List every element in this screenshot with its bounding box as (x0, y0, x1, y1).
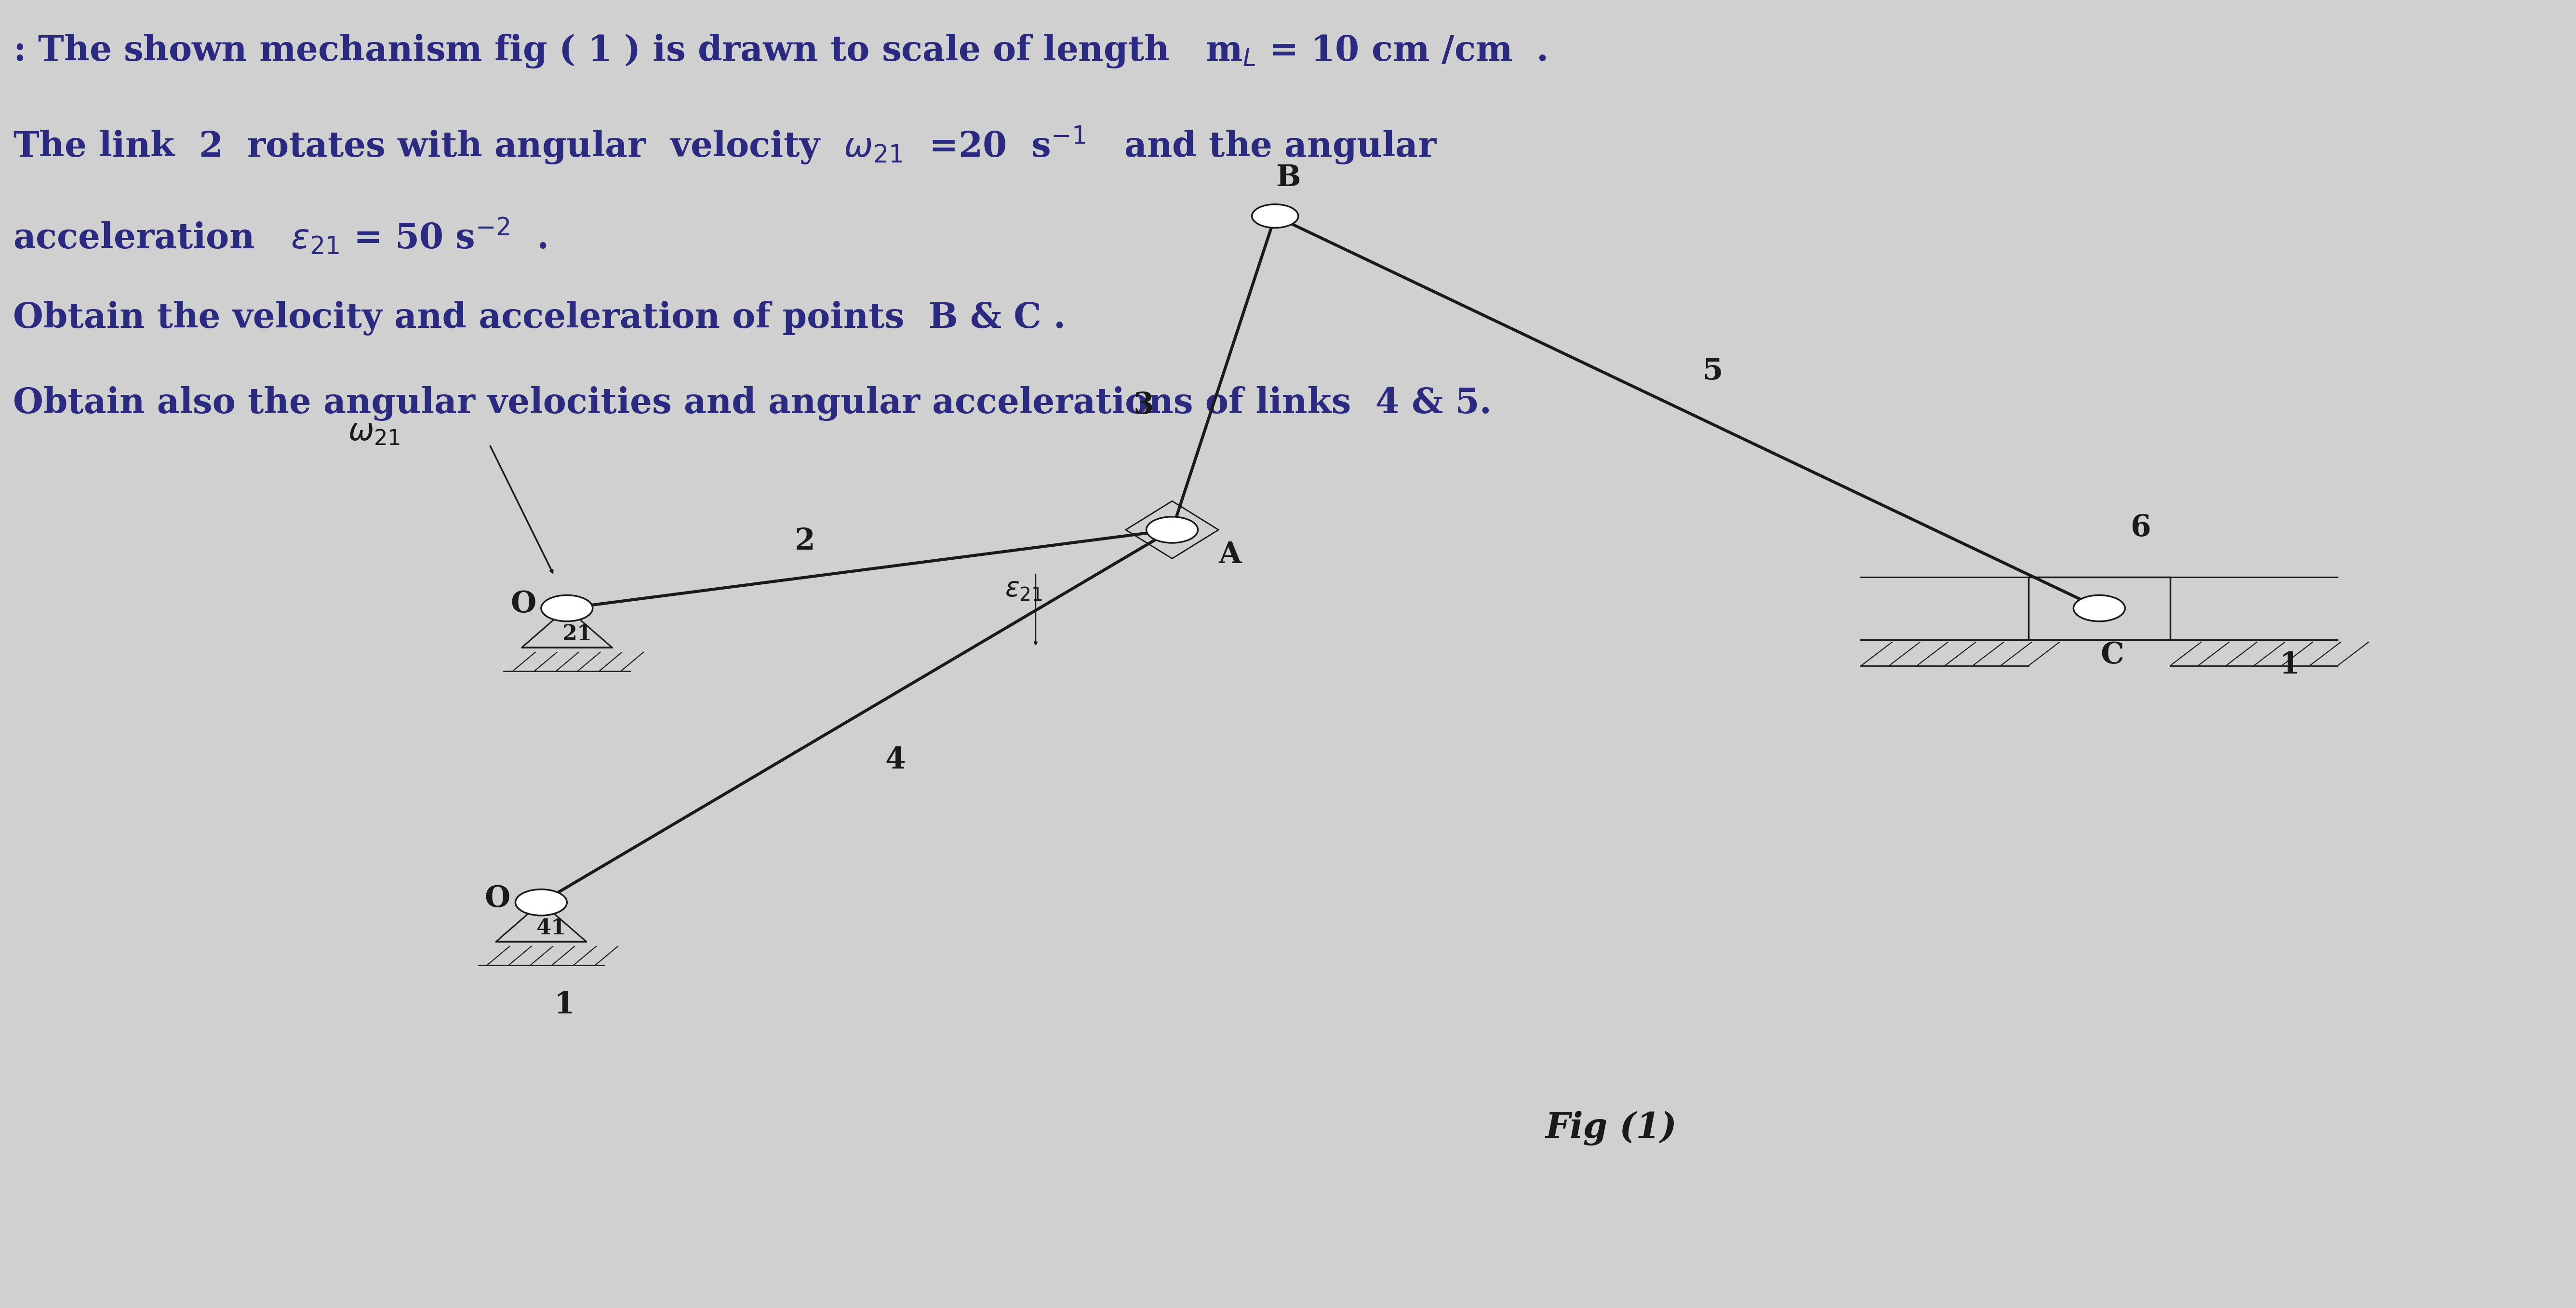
Text: O: O (484, 884, 510, 913)
Text: 2: 2 (796, 527, 817, 556)
Text: O: O (510, 590, 536, 619)
Circle shape (541, 595, 592, 621)
Text: C: C (2099, 641, 2123, 670)
Bar (2027, 577, 2169, 640)
Text: Fig (1): Fig (1) (1546, 1110, 1677, 1146)
Text: 21: 21 (562, 624, 592, 645)
Text: 41: 41 (536, 918, 567, 939)
Text: acceleration   $\varepsilon_{21}$ = 50 s$^{-2}$  .: acceleration $\varepsilon_{21}$ = 50 s$^… (13, 216, 546, 256)
Text: 1: 1 (2280, 651, 2300, 680)
Text: $\varepsilon_{21}$: $\varepsilon_{21}$ (1005, 576, 1043, 602)
Text: 5: 5 (1703, 357, 1723, 386)
Text: 1: 1 (554, 991, 574, 1020)
Text: 6: 6 (2130, 514, 2151, 543)
Text: A: A (1218, 540, 1242, 569)
Circle shape (2074, 595, 2125, 621)
Text: B: B (1275, 164, 1301, 192)
Circle shape (1252, 204, 1298, 228)
Text: 3: 3 (1133, 391, 1154, 420)
Text: Obtain the velocity and acceleration of points  B & C .: Obtain the velocity and acceleration of … (13, 301, 1066, 336)
Text: $\omega_{21}$: $\omega_{21}$ (348, 417, 399, 446)
Text: : The shown mechanism fig ( 1 ) is drawn to scale of length   m$_{L}$ = 10 cm /c: : The shown mechanism fig ( 1 ) is drawn… (13, 33, 1548, 69)
Circle shape (1146, 517, 1198, 543)
Circle shape (515, 889, 567, 916)
Text: The link  2  rotates with angular  velocity  $\omega_{21}$  =20  s$^{-1}$   and : The link 2 rotates with angular velocity… (13, 124, 1437, 166)
Text: Obtain also the angular velocities and angular accelerations of links  4 & 5.: Obtain also the angular velocities and a… (13, 386, 1492, 421)
Text: 4: 4 (886, 746, 907, 774)
